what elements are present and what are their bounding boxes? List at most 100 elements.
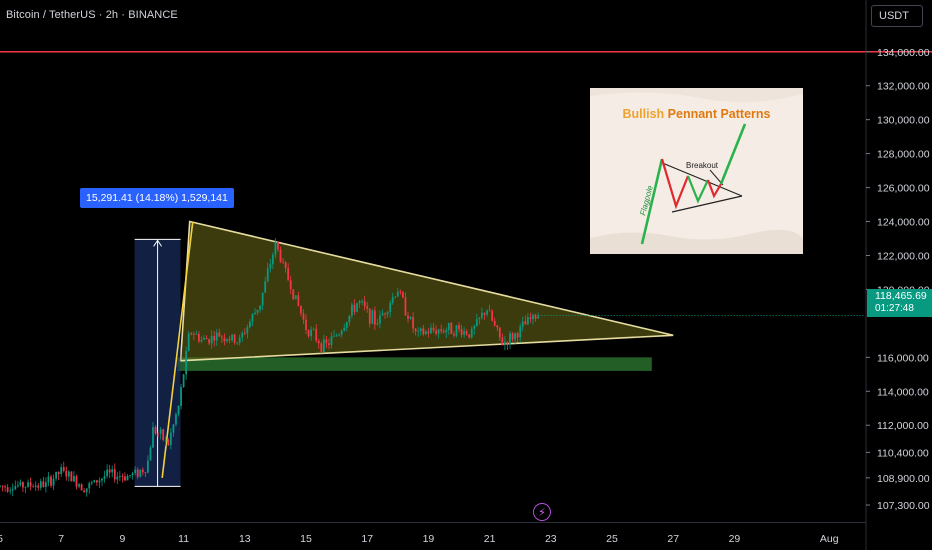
candle-body bbox=[409, 316, 412, 319]
candle-body bbox=[220, 336, 223, 338]
candle-body bbox=[121, 476, 124, 477]
candle-body bbox=[524, 321, 527, 325]
candle-body bbox=[302, 313, 305, 320]
candle-body bbox=[269, 264, 272, 269]
x-tick-label: 17 bbox=[361, 533, 373, 545]
y-tick-label: 110,400.00 bbox=[877, 447, 929, 459]
candle-body bbox=[453, 333, 455, 336]
candle-body bbox=[353, 304, 356, 312]
candle-body bbox=[396, 291, 399, 297]
candle-body bbox=[391, 297, 394, 303]
candle-body bbox=[152, 427, 154, 448]
candle-body bbox=[57, 471, 60, 475]
candle-body bbox=[200, 339, 203, 342]
candle-body bbox=[238, 337, 241, 343]
candle-body bbox=[249, 321, 251, 328]
candle-body bbox=[164, 439, 167, 441]
candle-body bbox=[297, 295, 300, 306]
candle-body bbox=[32, 486, 35, 488]
candle-body bbox=[345, 321, 348, 328]
candle-body bbox=[481, 312, 483, 318]
lightning-icon[interactable]: ⚡ bbox=[533, 503, 551, 521]
candle-body bbox=[389, 302, 392, 313]
currency-selector[interactable]: USDT bbox=[871, 5, 923, 27]
symbol-title[interactable]: Bitcoin / TetherUS · 2h · BINANCE bbox=[6, 9, 178, 21]
candle-body bbox=[233, 334, 236, 343]
candle-body bbox=[88, 483, 91, 489]
x-tick-label: 27 bbox=[667, 533, 679, 545]
candle-body bbox=[361, 301, 364, 302]
y-tick-label: 130,000.00 bbox=[877, 115, 930, 127]
candle-body bbox=[98, 480, 101, 483]
candle-body bbox=[333, 335, 335, 337]
candle-body bbox=[384, 313, 386, 315]
candle-body bbox=[205, 337, 208, 340]
candle-body bbox=[379, 315, 381, 324]
candle-body bbox=[37, 485, 40, 488]
candle-body bbox=[236, 342, 239, 344]
candle-body bbox=[16, 485, 19, 487]
candle-body bbox=[282, 261, 284, 263]
x-tick-label: 29 bbox=[729, 533, 741, 545]
candle-body bbox=[486, 310, 488, 315]
candle-body bbox=[445, 330, 448, 333]
candle-body bbox=[195, 334, 198, 335]
candle-body bbox=[83, 490, 86, 493]
candle-body bbox=[192, 333, 195, 335]
candle-body bbox=[514, 333, 517, 340]
candle-body bbox=[9, 490, 12, 492]
breakout-label: Breakout bbox=[686, 161, 719, 170]
candle-body bbox=[363, 301, 366, 307]
candle-body bbox=[198, 334, 200, 342]
candle-body bbox=[289, 280, 292, 290]
candle-body bbox=[231, 334, 233, 341]
candle-body bbox=[368, 308, 371, 324]
candle-body bbox=[182, 374, 185, 388]
candle-body bbox=[42, 481, 45, 487]
candle-body bbox=[0, 485, 1, 487]
candle-body bbox=[203, 337, 205, 340]
candle-body bbox=[394, 296, 397, 298]
candle-body bbox=[447, 322, 450, 331]
candle-body bbox=[463, 331, 466, 335]
candle-body bbox=[343, 327, 346, 331]
candle-body bbox=[440, 329, 443, 332]
candle-body bbox=[108, 469, 111, 473]
candle-body bbox=[73, 476, 75, 482]
candle-body bbox=[473, 326, 476, 329]
y-tick-label: 134,000.00 bbox=[877, 47, 930, 59]
candle-body bbox=[430, 327, 432, 334]
candle-body bbox=[402, 292, 404, 298]
candle-body bbox=[246, 327, 249, 334]
candle-body bbox=[24, 486, 27, 488]
x-tick-label: 13 bbox=[239, 533, 251, 545]
candle-body bbox=[65, 470, 68, 477]
x-tick-label: 19 bbox=[423, 533, 435, 545]
candle-body bbox=[470, 328, 473, 338]
candle-body bbox=[366, 306, 369, 309]
candle-body bbox=[34, 485, 37, 487]
candle-body bbox=[172, 424, 175, 433]
candle-body bbox=[154, 427, 157, 434]
y-tick-label: 128,000.00 bbox=[877, 149, 930, 161]
candle-body bbox=[180, 387, 182, 406]
candle-body bbox=[498, 327, 501, 338]
candle-body bbox=[356, 303, 358, 312]
candle-body bbox=[399, 291, 402, 293]
candle-body bbox=[284, 262, 287, 269]
x-tick-label: 7 bbox=[58, 533, 64, 545]
candle-body bbox=[62, 467, 65, 471]
candle-body bbox=[315, 328, 318, 341]
candle-body bbox=[185, 351, 188, 375]
candle-body bbox=[4, 486, 7, 488]
measure-label: 15,291.41 (14.18%) 1,529,141 bbox=[80, 188, 234, 208]
candle-body bbox=[78, 484, 80, 487]
candle-body bbox=[157, 433, 160, 435]
candle-body bbox=[169, 432, 172, 446]
candle-body bbox=[376, 323, 379, 325]
y-tick-label: 114,000.00 bbox=[877, 386, 929, 398]
candle-body bbox=[458, 325, 460, 330]
candle-body bbox=[407, 315, 409, 319]
candle-body bbox=[491, 310, 494, 321]
